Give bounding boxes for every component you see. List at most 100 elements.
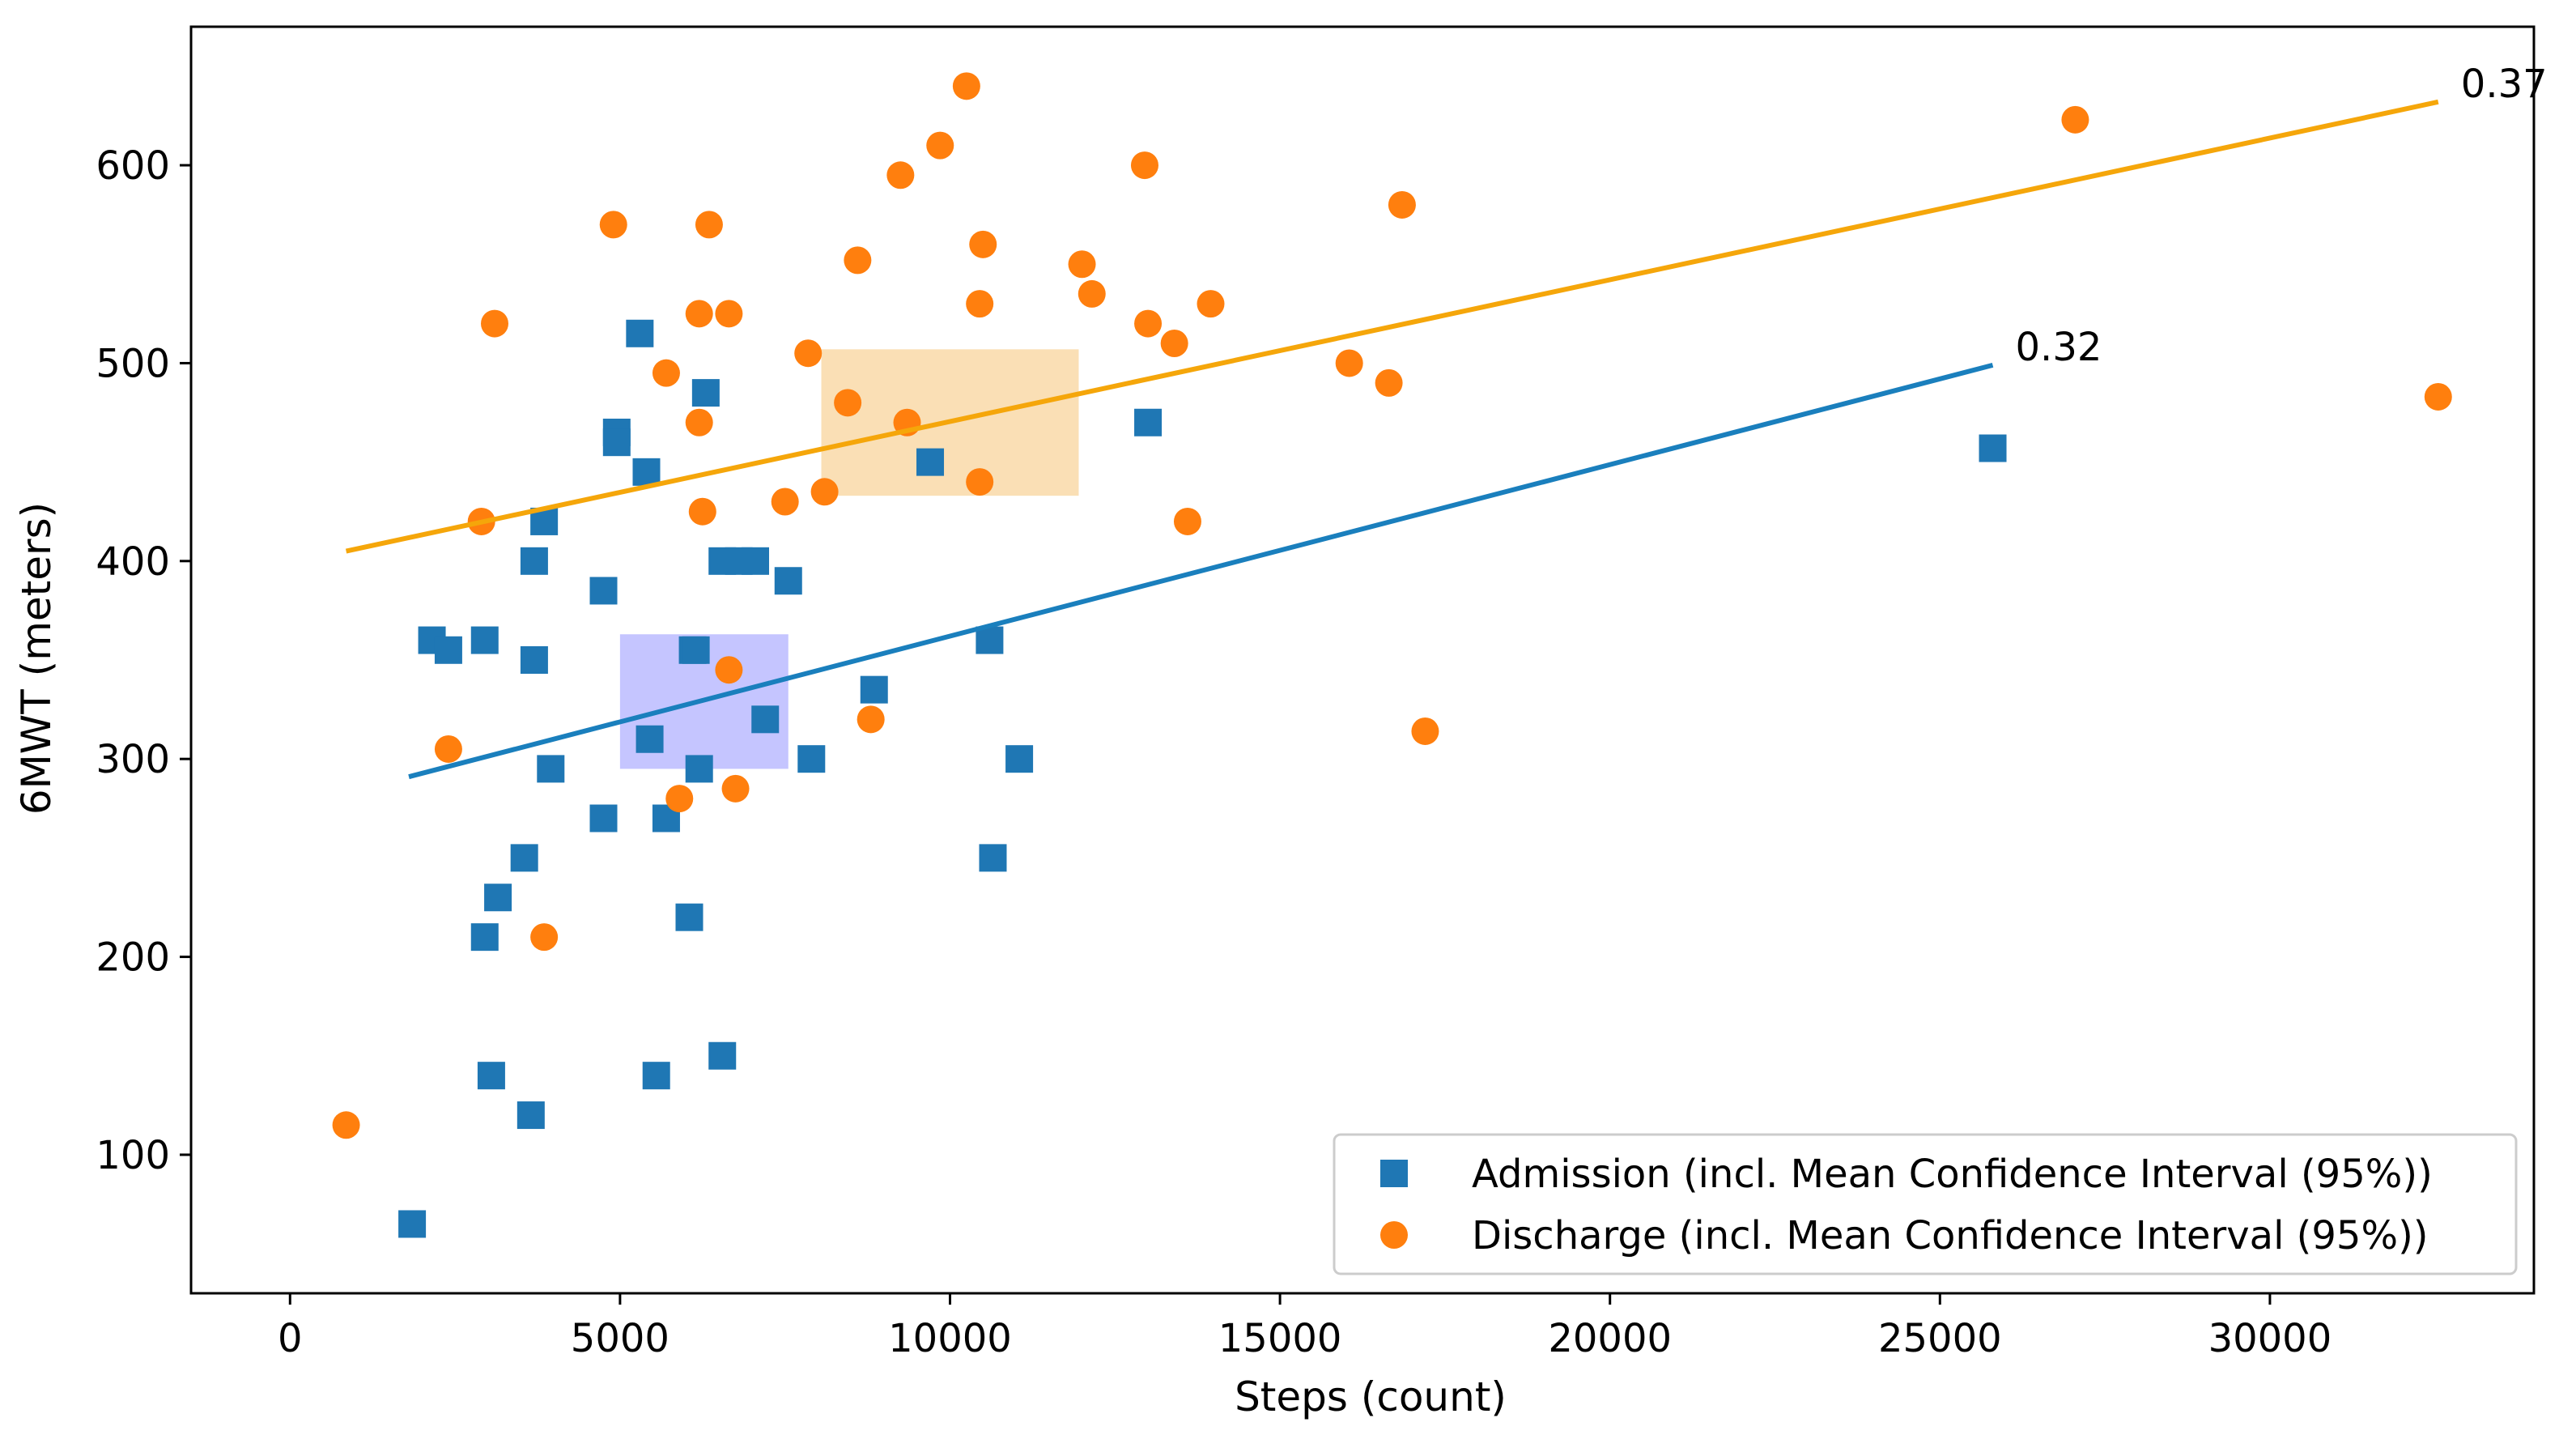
discharge-point xyxy=(434,735,462,763)
discharge-point xyxy=(1375,368,1403,397)
discharge-point xyxy=(652,359,680,387)
legend-box xyxy=(1333,1133,2518,1275)
discharge-point xyxy=(857,705,885,734)
admission-point xyxy=(398,1210,427,1238)
admission-point xyxy=(434,636,462,664)
admission-point xyxy=(916,448,945,476)
discharge-point xyxy=(966,468,994,496)
x-tick-label: 20000 xyxy=(1548,1316,1672,1361)
admission-point xyxy=(1134,408,1163,436)
admission-point xyxy=(708,1041,737,1070)
admission-point xyxy=(1005,745,1034,773)
discharge-point xyxy=(1134,309,1163,338)
discharge-point xyxy=(794,339,823,368)
x-tick-label: 5000 xyxy=(571,1316,670,1361)
admission-point xyxy=(470,923,499,952)
admission-point xyxy=(520,646,548,674)
x-axis-label: Steps (count) xyxy=(1235,1373,1507,1420)
axes: 0 5000 10000 15000 20000 25000 30000 100 200 300 4… xyxy=(96,143,2332,1361)
x-tick-label: 10000 xyxy=(888,1316,1012,1361)
discharge-point xyxy=(332,1111,360,1139)
discharge-point xyxy=(2061,105,2089,134)
x-tick-label: 30000 xyxy=(2208,1316,2332,1361)
discharge-point xyxy=(721,774,750,803)
discharge-point xyxy=(1173,507,1201,535)
y-tick-label: 500 xyxy=(96,341,170,386)
admission-point xyxy=(774,567,802,595)
discharge-point xyxy=(1130,151,1158,180)
y-tick-label: 200 xyxy=(96,935,170,981)
admission-point xyxy=(797,745,826,773)
admission-point xyxy=(1979,434,2007,462)
discharge-point xyxy=(834,389,862,417)
regression-line-admission xyxy=(408,362,1994,780)
legend-label-admission: Admission (incl. Mean Confidence Interva… xyxy=(1472,1152,2433,1197)
legend-marker-discharge xyxy=(1380,1221,1408,1249)
discharge-point xyxy=(1335,349,1363,377)
admission-point xyxy=(860,675,888,704)
admission-point xyxy=(602,428,631,457)
discharge-point xyxy=(1411,717,1439,745)
admission-point xyxy=(976,626,1004,654)
plot-frame xyxy=(189,25,2536,1295)
discharge-point xyxy=(530,923,559,952)
discharge-point xyxy=(952,72,980,100)
y-tick-label: 400 xyxy=(96,539,170,585)
discharge-point xyxy=(685,408,713,436)
admission-point xyxy=(675,903,704,931)
discharge-point xyxy=(810,478,839,506)
admission-point xyxy=(510,844,538,872)
discharge-point xyxy=(599,211,627,239)
admission-point xyxy=(516,1101,545,1130)
discharge-point xyxy=(966,290,994,318)
discharge-point xyxy=(1160,330,1188,357)
admission-point xyxy=(484,884,512,912)
admission-point xyxy=(626,319,654,347)
discharge-point xyxy=(685,300,713,328)
discharge-point xyxy=(771,488,799,516)
admission-point xyxy=(477,1062,505,1090)
admission-point xyxy=(642,1062,670,1090)
legend-label-discharge: Discharge (incl. Mean Confidence Interva… xyxy=(1472,1213,2429,1258)
discharge-point xyxy=(688,497,716,526)
admission-point xyxy=(742,547,770,575)
x-tick-label: 15000 xyxy=(1218,1316,1342,1361)
x-tick-label: 0 xyxy=(278,1316,303,1361)
y-tick-label: 600 xyxy=(96,143,170,189)
discharge-point xyxy=(1388,190,1416,219)
admission-point xyxy=(691,379,720,407)
discharge-point xyxy=(715,656,743,684)
admission-point xyxy=(470,626,499,654)
discharge-point xyxy=(969,230,997,258)
legend-marker-admission xyxy=(1380,1160,1408,1187)
discharge-point xyxy=(844,246,872,275)
admission-point xyxy=(685,755,713,783)
admission-point xyxy=(682,636,710,664)
discharge-point xyxy=(1197,290,1225,318)
admission-point xyxy=(520,547,548,575)
admission-point xyxy=(537,755,565,783)
discharge-point xyxy=(480,309,508,338)
admission-point xyxy=(589,804,618,832)
admission-point xyxy=(751,705,780,734)
regression-line-discharge xyxy=(345,99,2439,554)
discharge-point xyxy=(1078,279,1106,308)
y-tick-label: 100 xyxy=(96,1133,170,1178)
plot-area: 0.320.37 xyxy=(332,62,2548,1238)
y-tick-label: 300 xyxy=(96,737,170,782)
admission-point xyxy=(632,458,661,486)
discharge-point xyxy=(926,131,954,160)
legend: Admission (incl. Mean Confidence Interva… xyxy=(1333,1133,2518,1275)
admission-point xyxy=(589,577,618,605)
x-tick-label: 25000 xyxy=(1878,1316,2002,1361)
y-axis-label: 6MWT (meters) xyxy=(13,502,60,815)
discharge-point xyxy=(2424,382,2452,411)
admission-point xyxy=(635,725,664,753)
discharge-point xyxy=(1068,250,1096,279)
admission-point xyxy=(979,844,1007,872)
discharge-point xyxy=(886,161,915,189)
discharge-point xyxy=(695,211,723,239)
discharge-point xyxy=(665,785,694,813)
correlation-label-admission: 0.32 xyxy=(2016,325,2102,370)
